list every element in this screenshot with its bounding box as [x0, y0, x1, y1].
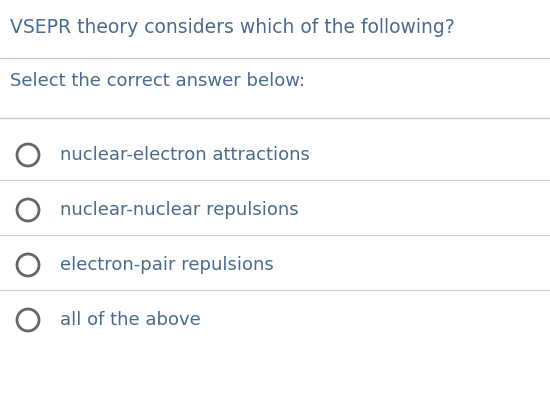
Text: nuclear-electron attractions: nuclear-electron attractions — [60, 146, 310, 164]
Text: Select the correct answer below:: Select the correct answer below: — [10, 72, 305, 90]
Text: all of the above: all of the above — [60, 311, 201, 329]
Text: electron-pair repulsions: electron-pair repulsions — [60, 256, 274, 274]
Text: VSEPR theory considers which of the following?: VSEPR theory considers which of the foll… — [10, 18, 455, 37]
Text: nuclear-nuclear repulsions: nuclear-nuclear repulsions — [60, 201, 299, 219]
